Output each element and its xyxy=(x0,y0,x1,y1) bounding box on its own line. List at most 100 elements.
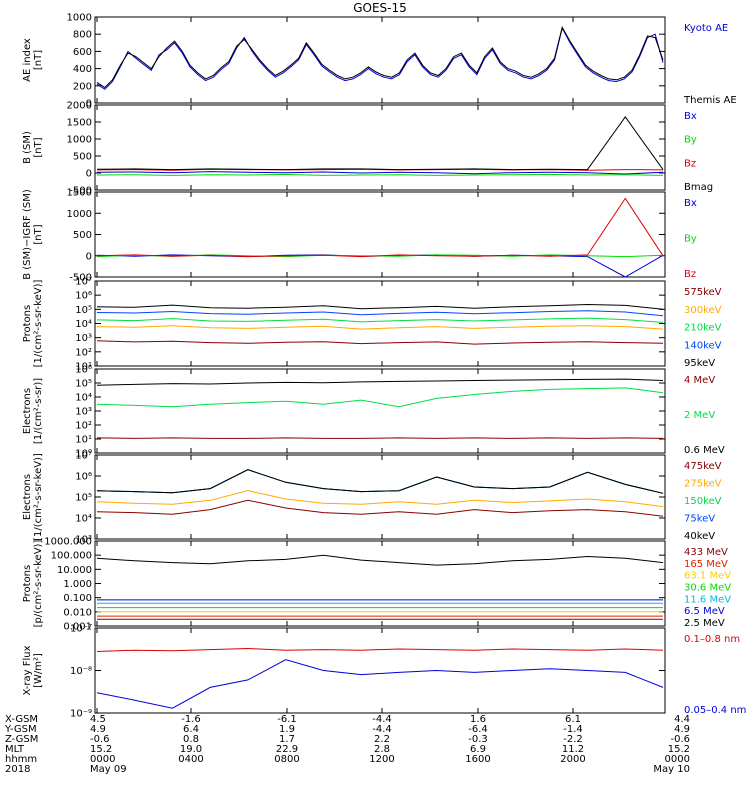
y-tick-label: 800 xyxy=(73,30,92,41)
ephemeris-value: 0800 xyxy=(274,754,299,765)
ephemeris-row-label: hhmm xyxy=(5,754,37,765)
ephemeris-value: -2.2 xyxy=(563,734,583,745)
legend-label: 95keV xyxy=(684,358,715,369)
y-tick-label: 10² xyxy=(75,421,92,432)
series-line-0.1–0.8-nm xyxy=(96,647,664,652)
ephemeris-value: 1.7 xyxy=(279,734,295,745)
y-tick-label: 10⁴ xyxy=(75,393,92,404)
ephemeris-value: 4.5 xyxy=(90,714,106,725)
ephemeris-value: -6.1 xyxy=(277,714,297,725)
y-tick-label: 10¹ xyxy=(75,435,92,446)
ylabel-line: B (SM) xyxy=(22,131,33,164)
panel-4-ylabel: Protons [1/(cm²-s-sr-keV)] xyxy=(22,280,44,368)
y-tick-label: 10⁴ xyxy=(75,319,92,330)
ephemeris-value: -0.6 xyxy=(90,734,110,745)
y-tick-label: 10⁵ xyxy=(75,493,92,504)
legend-label: 140keV xyxy=(684,340,722,351)
legend-label: Bmag xyxy=(684,182,713,193)
y-tick-label: -500 xyxy=(69,186,92,197)
y-tick-label: 0 xyxy=(86,169,92,180)
ephemeris-value: 4.4 xyxy=(674,714,690,725)
y-tick-label: 10⁶ xyxy=(75,291,92,302)
series-line-75kev xyxy=(96,469,664,494)
legend-label: 165 MeV xyxy=(684,559,728,570)
y-tick-label: 500 xyxy=(73,230,92,241)
legend-label: 0.1–0.8 nm xyxy=(684,634,740,645)
ephemeris-value: 22.9 xyxy=(276,744,298,755)
ephemeris-value: May 09 xyxy=(90,764,127,775)
ephemeris-value: -4.4 xyxy=(372,724,392,735)
ephemeris-value: 0000 xyxy=(665,754,690,765)
ephemeris-value: -0.3 xyxy=(468,734,488,745)
series-line-themis-ae xyxy=(96,25,664,89)
legend-label: 30.6 MeV xyxy=(684,583,731,594)
ephemeris-value: 4.9 xyxy=(90,724,106,735)
y-tick-label: 1000 xyxy=(67,13,92,24)
ylabel-line: [1/(cm²-s-sr)] xyxy=(33,378,44,444)
ylabel-line: Protons xyxy=(22,305,33,342)
legend-label: 2 MeV xyxy=(684,410,715,421)
legend-label: Kyoto AE xyxy=(684,23,728,34)
series-line-kyoto-ae xyxy=(96,26,664,90)
legend-label: 275keV xyxy=(684,479,722,490)
ylabel-line: [1/(cm²-s-sr-keV)] xyxy=(33,280,44,368)
y-tick-label: 10⁶ xyxy=(75,365,92,376)
ephemeris-value: -0.6 xyxy=(670,734,690,745)
ephemeris-row-label: X-GSM xyxy=(5,714,38,725)
legend-label: 11.6 MeV xyxy=(684,594,731,605)
ephemeris-value: -6.4 xyxy=(468,724,488,735)
y-tick-label: 10⁻⁸ xyxy=(70,666,92,677)
legend-label: 0.05–0.4 nm xyxy=(684,705,746,716)
ephemeris-value: 6.4 xyxy=(183,724,199,735)
y-tick-label: 10² xyxy=(75,347,92,358)
legend-label: 433 MeV xyxy=(684,547,728,558)
y-tick-label: 10⁷ xyxy=(75,451,92,462)
legend-label: 6.5 MeV xyxy=(684,606,725,617)
ylabel-line: [nT] xyxy=(33,137,44,157)
y-tick-label: 1500 xyxy=(67,188,92,199)
ephemeris-row-label: Y-GSM xyxy=(4,724,37,735)
ephemeris-row-label: MLT xyxy=(5,744,25,755)
ylabel-line: Protons xyxy=(22,565,33,602)
legend-label: Bx xyxy=(684,111,697,122)
ephemeris-value: 0.8 xyxy=(183,734,199,745)
series-line-210kev xyxy=(96,317,664,323)
y-tick-label: 10⁶ xyxy=(75,472,92,483)
series-line-bz xyxy=(96,197,664,258)
ylabel-line: [p/(cm²-s-sr-keV)] xyxy=(33,540,44,628)
panel-1-ylabel: AE index [nT] xyxy=(22,38,44,82)
ylabel-line: [nT] xyxy=(33,50,44,70)
panel-4-frame xyxy=(94,280,666,367)
legend-label: By xyxy=(684,135,697,146)
y-tick-label: -500 xyxy=(69,273,92,284)
series-line-275kev xyxy=(96,490,664,508)
y-tick-label: 0.001 xyxy=(63,622,92,633)
ephemeris-value: 6.1 xyxy=(565,714,581,725)
ylabel-line: Electrons xyxy=(22,388,33,434)
figure-title: GOES-15 xyxy=(353,1,407,15)
series-line-475kev xyxy=(96,499,664,517)
series-line-2-mev xyxy=(96,387,664,408)
legend-label: Themis AE xyxy=(683,95,737,106)
panel-3-frame xyxy=(94,191,666,278)
y-tick-label: 10⁵ xyxy=(75,379,92,390)
series-line-4-mev xyxy=(96,437,664,439)
ephemeris-value: -1.6 xyxy=(181,714,201,725)
y-tick-label: 10³ xyxy=(75,407,92,418)
panel-6-ylabel: Electrons [1/(cm²-s-sr-keV)] xyxy=(22,453,44,541)
legend-label: 210keV xyxy=(684,323,722,334)
legend-label: 40keV xyxy=(684,531,715,542)
ephemeris-row-label: 2018 xyxy=(5,764,30,775)
y-tick-label: 10⁰ xyxy=(75,449,92,460)
legend-label: 475keV xyxy=(684,461,722,472)
ephemeris-value: 2000 xyxy=(560,754,585,765)
ephemeris-row-label: Z-GSM xyxy=(5,734,38,745)
legend-label: Bx xyxy=(684,198,697,209)
legend-label: By xyxy=(684,234,697,245)
legend-label: 63.1 MeV xyxy=(684,571,731,582)
legend-label: 300keV xyxy=(684,305,722,316)
y-tick-label: 10⁴ xyxy=(75,514,92,525)
panel-2-ylabel: B (SM) [nT] xyxy=(22,131,44,164)
series-line-40kev xyxy=(96,469,664,494)
